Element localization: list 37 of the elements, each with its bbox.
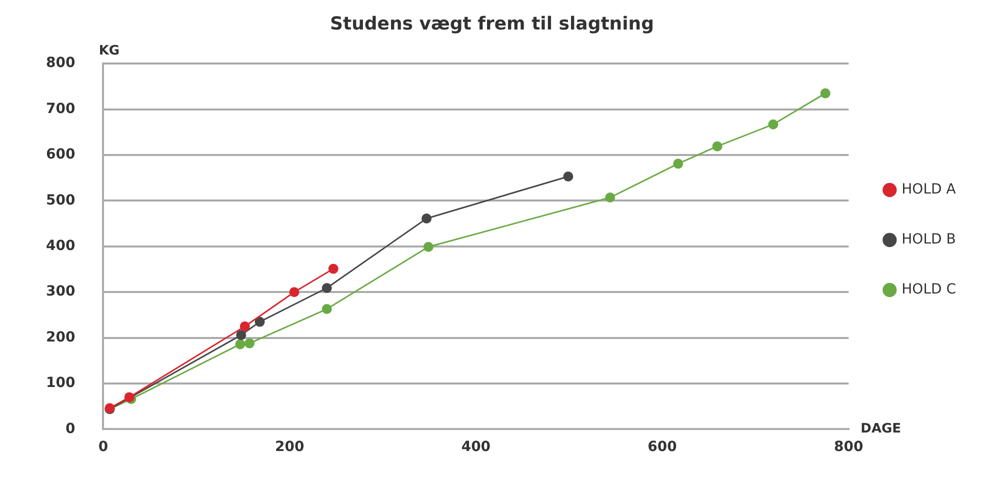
legend-label: HOLD A — [902, 182, 956, 198]
point — [712, 141, 722, 152]
point — [322, 304, 332, 314]
chart-title: Studens vægt frem til slagtning — [330, 13, 654, 34]
point — [605, 192, 616, 202]
y-tick-label: 800 — [46, 55, 76, 72]
point — [422, 214, 432, 224]
point — [322, 282, 332, 293]
y-tick-label: 300 — [46, 284, 76, 300]
y-tick-label: 700 — [46, 100, 76, 117]
y-tick-label: 0 — [65, 420, 76, 437]
point — [423, 242, 434, 252]
point — [768, 119, 778, 130]
x-tick-label: 600 — [648, 439, 678, 456]
x-tick-label: 800 — [834, 439, 864, 456]
point — [820, 88, 830, 98]
point — [240, 321, 250, 332]
x-axis-title: DAGE — [860, 422, 902, 437]
y-tick-label: 100 — [46, 375, 76, 392]
x-tick-label: 0 — [98, 439, 108, 456]
y-tick-label: 500 — [46, 192, 76, 208]
point — [289, 287, 300, 298]
y-axis-title: KG — [98, 43, 120, 58]
point — [673, 158, 684, 169]
point — [254, 316, 265, 327]
x-tick-label: 200 — [274, 439, 304, 456]
x-tick-label: 400 — [461, 439, 491, 456]
point — [563, 171, 574, 182]
point — [236, 330, 246, 340]
point — [328, 264, 338, 274]
point — [235, 339, 246, 350]
legend-label: HOLD B — [902, 232, 956, 248]
legend-label: HOLD C — [902, 282, 956, 298]
y-tick-label: 600 — [46, 146, 76, 163]
point — [244, 338, 255, 348]
y-tick-label: 200 — [46, 329, 76, 346]
y-tick-label: 400 — [46, 238, 76, 254]
